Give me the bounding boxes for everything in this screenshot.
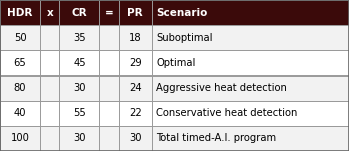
Text: 40: 40 [14,108,26,118]
Text: PR: PR [127,8,143,18]
Bar [0,50,349,76]
Text: =: = [105,8,113,18]
Bar [0,25,349,50]
Text: 65: 65 [14,58,27,68]
Text: 22: 22 [129,108,142,118]
Text: Scenario: Scenario [156,8,207,18]
Bar [0,101,349,126]
Text: 18: 18 [129,33,142,43]
Bar [0,76,349,101]
Text: 55: 55 [73,108,86,118]
Text: Optimal: Optimal [156,58,195,68]
Text: Aggressive heat detection: Aggressive heat detection [156,83,287,93]
Text: 30: 30 [73,133,86,143]
Text: 35: 35 [73,33,86,43]
Text: HDR: HDR [7,8,33,18]
Text: 30: 30 [129,133,141,143]
Text: 45: 45 [73,58,86,68]
Text: 80: 80 [14,83,26,93]
Text: Suboptimal: Suboptimal [156,33,213,43]
Text: 24: 24 [129,83,142,93]
Text: 29: 29 [129,58,142,68]
Bar [0,126,349,151]
Text: CR: CR [72,8,87,18]
Text: Conservative heat detection: Conservative heat detection [156,108,297,118]
Text: 30: 30 [73,83,86,93]
Text: 50: 50 [14,33,27,43]
Text: x: x [46,8,53,18]
Bar [0,0,349,25]
Text: Total timed-A.I. program: Total timed-A.I. program [156,133,276,143]
Text: 100: 100 [10,133,30,143]
